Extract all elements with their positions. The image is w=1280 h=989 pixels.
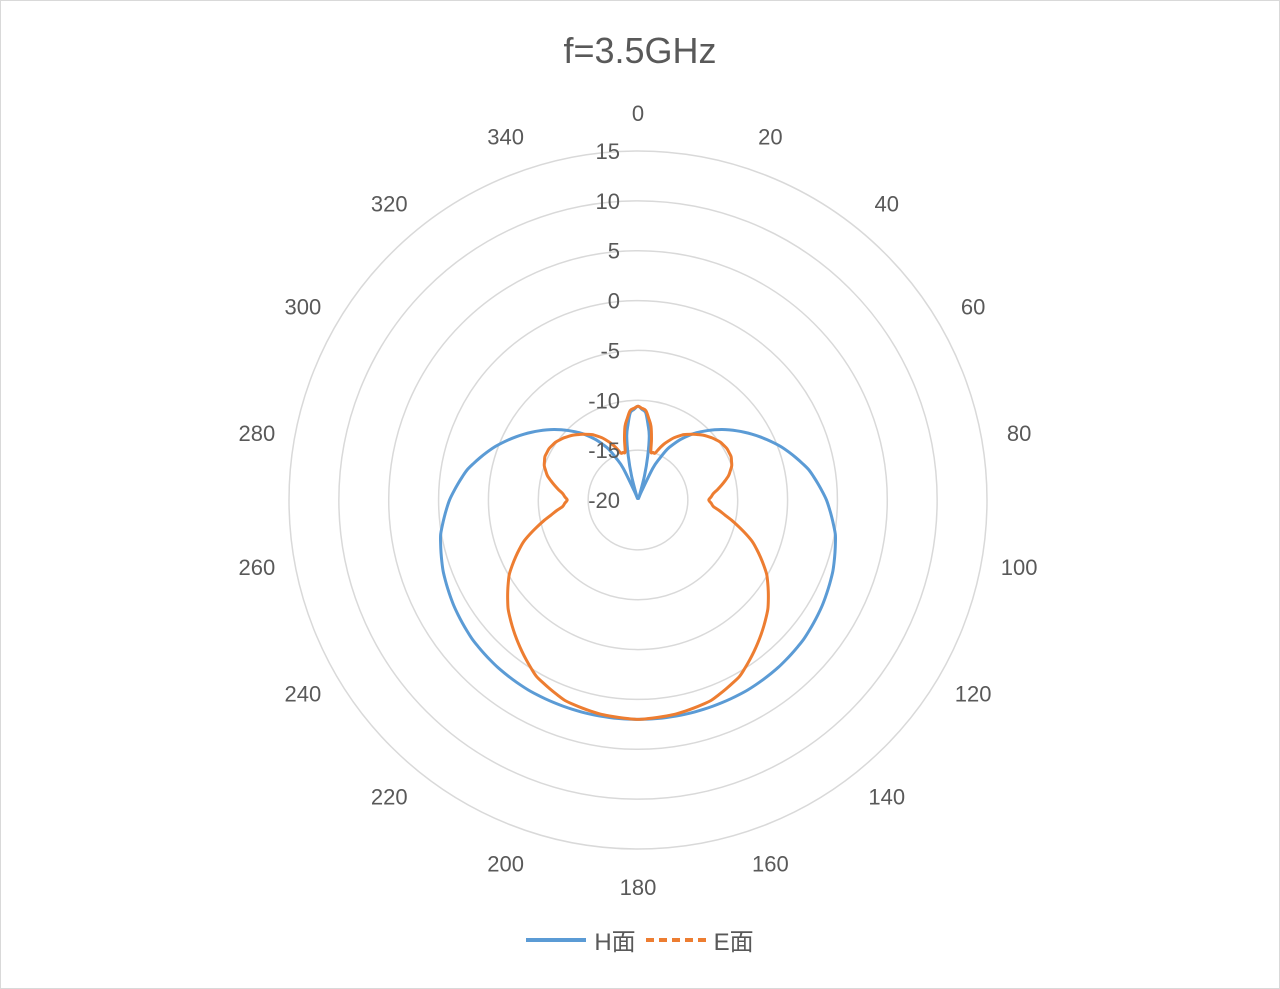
angle-tick-label: 80 — [1007, 421, 1031, 446]
legend-swatch-e — [645, 937, 706, 942]
angle-tick-label: 220 — [371, 784, 408, 809]
angle-tick-label: 340 — [487, 124, 524, 149]
grid-ring — [587, 449, 689, 551]
angle-tick-label: 260 — [239, 555, 276, 580]
angle-tick-label: 240 — [284, 682, 321, 707]
angle-tick-label: 120 — [955, 682, 992, 707]
legend-item-h: H面 — [526, 922, 636, 957]
angle-tick-label: 40 — [875, 192, 899, 217]
legend-label-h: H面 — [594, 929, 636, 956]
polar-grid — [288, 150, 988, 850]
grid-ring — [338, 200, 938, 800]
angle-tick-label: 280 — [239, 421, 276, 446]
legend: H面 E面 — [0, 922, 1280, 957]
radial-tick-label: 15 — [596, 139, 620, 164]
angle-tick-label: 300 — [284, 295, 321, 320]
legend-item-e: E面 — [645, 922, 754, 957]
angle-tick-label: 180 — [620, 875, 657, 900]
radial-tick-label: -20 — [588, 488, 620, 513]
tick-labels: 15 10 5 0 -5 -10 -15 -20 0 20 40 60 80 100 120 140 160 18… — [239, 101, 1038, 900]
grid-ring — [537, 399, 739, 601]
angle-tick-label: 200 — [487, 852, 524, 877]
grid-ring — [288, 150, 988, 850]
angle-tick-label: 160 — [752, 852, 789, 877]
radial-tick-label: -10 — [588, 388, 620, 413]
angle-tick-label: 0 — [632, 101, 644, 126]
series-layer — [438, 404, 838, 721]
angle-tick-label: 100 — [1001, 555, 1038, 580]
series-line-h — [438, 404, 838, 721]
angle-tick-label: 320 — [371, 192, 408, 217]
angle-tick-label: 20 — [758, 124, 782, 149]
radial-tick-label: 10 — [596, 189, 620, 214]
grid-ring — [387, 249, 889, 751]
radial-tick-label: -15 — [588, 438, 620, 463]
grid-ring — [437, 299, 839, 701]
angle-tick-label: 60 — [961, 295, 985, 320]
chart-title: f=3.5GHz — [563, 30, 717, 71]
series-line-e — [506, 404, 770, 721]
legend-label-e: E面 — [713, 929, 754, 956]
radial-tick-label: 0 — [608, 289, 620, 314]
angle-tick-label: 140 — [868, 784, 905, 809]
grid-ring — [487, 349, 789, 651]
radial-tick-label: -5 — [600, 338, 620, 363]
radial-tick-label: 5 — [608, 239, 620, 264]
legend-swatch-h — [526, 937, 587, 942]
